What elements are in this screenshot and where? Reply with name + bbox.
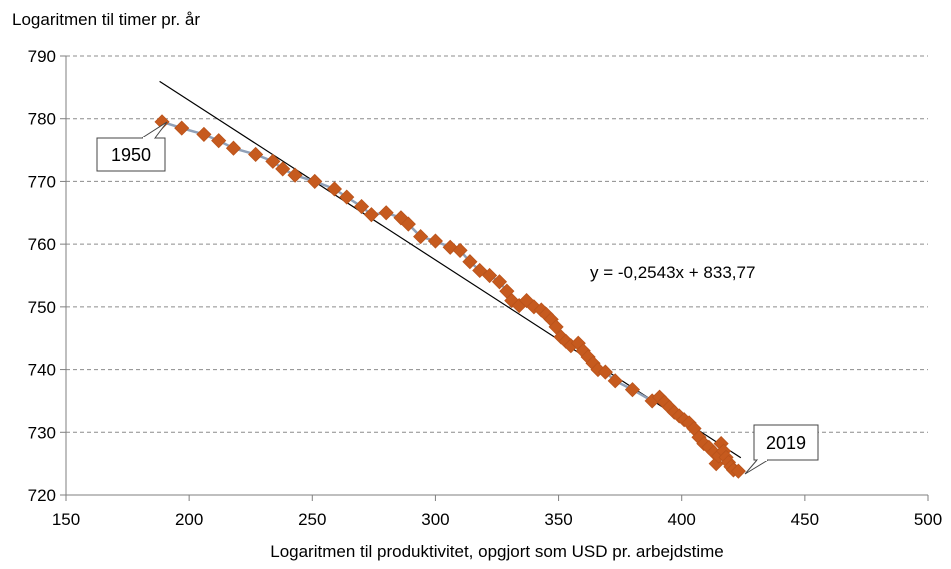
data-point-1 — [175, 121, 189, 135]
series-line — [162, 122, 738, 471]
data-point-3 — [212, 134, 226, 148]
data-point-14 — [379, 206, 393, 220]
data-point-8 — [288, 168, 302, 182]
callout-2019-text: 2019 — [766, 433, 806, 453]
data-point-11 — [340, 190, 354, 204]
x-tick-label-500: 500 — [914, 510, 942, 529]
x-tick-label-400: 400 — [668, 510, 696, 529]
gridlines — [66, 56, 928, 432]
callout-1950: 1950 — [97, 122, 167, 171]
x-tick-labels: 150 200 250 300 350 400 450 500 — [52, 510, 942, 529]
y-tick-label-750: 750 — [28, 298, 56, 317]
data-point-18 — [428, 234, 442, 248]
callout-2019: 2019 — [745, 425, 818, 474]
y-tick-label-720: 720 — [28, 486, 56, 505]
y-tick-label-790: 790 — [28, 47, 56, 66]
y-tick-label-730: 730 — [28, 423, 56, 442]
x-tick-label-450: 450 — [791, 510, 819, 529]
data-point-4 — [226, 141, 240, 155]
callout-1950-text: 1950 — [111, 145, 151, 165]
data-point-5 — [249, 147, 263, 161]
y-axis-label: Logaritmen til timer pr. år — [12, 10, 200, 30]
y-tick-label-740: 740 — [28, 361, 56, 380]
x-axis-label: Logaritmen til produktivitet, opgjort so… — [66, 542, 928, 562]
data-series — [155, 115, 745, 478]
trendline-equation: y = -0,2543x + 833,77 — [590, 263, 755, 282]
x-tick-label-250: 250 — [298, 510, 326, 529]
data-point-2 — [197, 127, 211, 141]
y-tick-label-760: 760 — [28, 235, 56, 254]
x-tick-label-350: 350 — [544, 510, 572, 529]
y-tick-labels: 720 730 740 750 760 770 780 790 — [28, 47, 56, 505]
data-point-9 — [308, 174, 322, 188]
x-tick-label-200: 200 — [175, 510, 203, 529]
y-tick-label-770: 770 — [28, 172, 56, 191]
x-tick-label-300: 300 — [421, 510, 449, 529]
data-point-10 — [327, 182, 341, 196]
y-tick-label-780: 780 — [28, 110, 56, 129]
x-tick-label-150: 150 — [52, 510, 80, 529]
